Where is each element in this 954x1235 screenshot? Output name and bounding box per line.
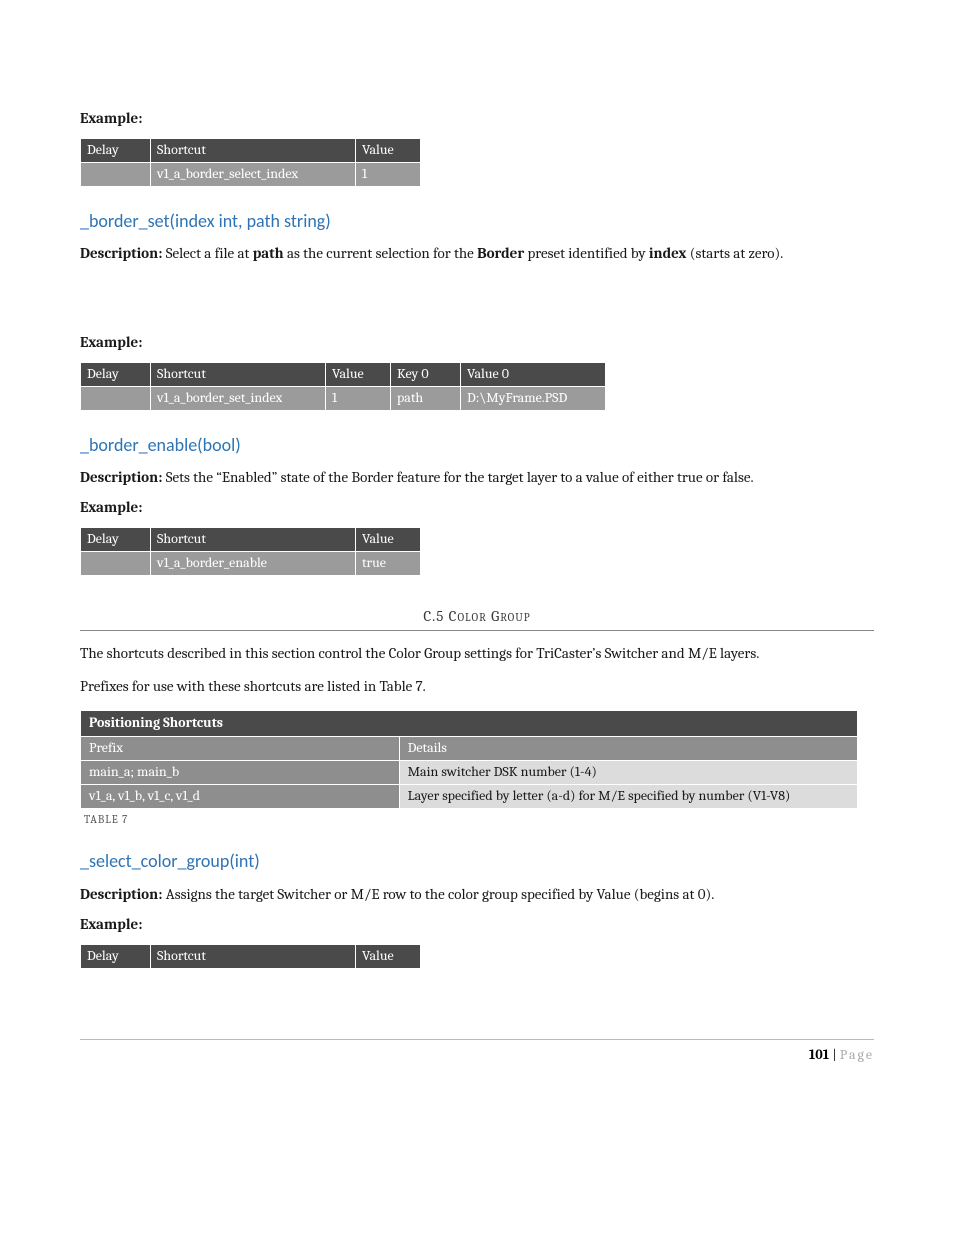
- cell-shortcut: v1_a_border_select_index: [151, 163, 356, 187]
- section-c5-para2: Prefixes for use with these shortcuts ar…: [80, 676, 874, 696]
- positioning-shortcuts-table: Positioning Shortcuts Prefix Details mai…: [80, 710, 858, 809]
- th-shortcut: Shortcut: [151, 362, 326, 386]
- desc-text: Sets the “Enabled” state of the Border f…: [162, 468, 753, 486]
- th-shortcut: Shortcut: [151, 528, 356, 552]
- example-label: Example:: [80, 497, 874, 517]
- table-row: v1_a_border_set_index 1 path D:\MyFrame.…: [81, 386, 606, 410]
- cell-delay: [81, 386, 151, 410]
- cell-details: Layer specified by letter (a-d) for M/E …: [399, 784, 858, 808]
- th-delay: Delay: [81, 528, 151, 552]
- cell-value: 1: [356, 163, 421, 187]
- border-enable-heading: _border_enable(bool): [80, 433, 874, 457]
- table-row: v1_a_border_enable true: [81, 552, 421, 576]
- desc-bold-path: path: [253, 244, 284, 262]
- cell-value0: D:\MyFrame.PSD: [461, 386, 606, 410]
- select-color-group-table: Delay Shortcut Value: [80, 944, 421, 969]
- th-delay: Delay: [81, 362, 151, 386]
- th-shortcut: Shortcut: [151, 945, 356, 969]
- page-number: 101: [809, 1046, 829, 1063]
- th-value: Value: [356, 945, 421, 969]
- table-row: v1_a, v1_b, v1_c, v1_d Layer specified b…: [81, 784, 858, 808]
- border-set-heading: _border_set(index int, path string): [80, 209, 874, 233]
- section-c5-heading: C.5 Color Group: [80, 606, 874, 631]
- table-row: main_a; main_b Main switcher DSK number …: [81, 760, 858, 784]
- cell-delay: [81, 552, 151, 576]
- th-value: Value: [356, 139, 421, 163]
- description-label: Description:: [80, 244, 162, 262]
- cell-details: Main switcher DSK number (1-4): [399, 760, 858, 784]
- desc-text: Select a file at: [162, 244, 252, 262]
- cell-prefix: main_a; main_b: [81, 760, 400, 784]
- example-label: Example:: [80, 914, 874, 934]
- positioning-title: Positioning Shortcuts: [81, 710, 858, 736]
- cell-value: 1: [326, 386, 391, 410]
- desc-text: Assigns the target Switcher or M/E row t…: [162, 885, 714, 903]
- th-shortcut: Shortcut: [151, 139, 356, 163]
- border-enable-table: Delay Shortcut Value v1_a_border_enable …: [80, 527, 421, 576]
- cell-delay: [81, 163, 151, 187]
- select-color-group-heading: _select_color_group(int): [80, 849, 874, 873]
- desc-text: preset identified by: [524, 244, 649, 262]
- cell-shortcut: v1_a_border_set_index: [151, 386, 326, 410]
- cell-shortcut: v1_a_border_enable: [151, 552, 356, 576]
- desc-bold-index: index: [649, 244, 687, 262]
- border-set-table: Delay Shortcut Value Key 0 Value 0 v1_a_…: [80, 362, 606, 411]
- th-prefix: Prefix: [81, 736, 400, 760]
- footer-sep: |: [829, 1046, 840, 1063]
- desc-text: as the current selection for the: [284, 244, 477, 262]
- cell-prefix: v1_a, v1_b, v1_c, v1_d: [81, 784, 400, 808]
- select-color-group-description: Description: Assigns the target Switcher…: [80, 884, 874, 904]
- th-key0: Key 0: [391, 362, 461, 386]
- description-label: Description:: [80, 885, 162, 903]
- cell-value: true: [356, 552, 421, 576]
- example-label: Example:: [80, 332, 874, 352]
- page-word: Page: [840, 1046, 874, 1063]
- th-value: Value: [326, 362, 391, 386]
- cell-key0: path: [391, 386, 461, 410]
- table-7-caption: TABLE 7: [84, 813, 874, 828]
- desc-text: (starts at zero).: [686, 244, 783, 262]
- border-enable-description: Description: Sets the “Enabled” state of…: [80, 467, 874, 487]
- th-delay: Delay: [81, 139, 151, 163]
- table-row: v1_a_border_select_index 1: [81, 163, 421, 187]
- th-delay: Delay: [81, 945, 151, 969]
- example-label: Example:: [80, 108, 874, 128]
- desc-bold-border: Border: [477, 244, 524, 262]
- th-value0: Value 0: [461, 362, 606, 386]
- section-c5-para1: The shortcuts described in this section …: [80, 643, 874, 663]
- th-value: Value: [356, 528, 421, 552]
- description-label: Description:: [80, 468, 162, 486]
- border-select-index-table: Delay Shortcut Value v1_a_border_select_…: [80, 138, 421, 187]
- page-footer: 101 | Page: [80, 1039, 874, 1065]
- th-details: Details: [399, 736, 858, 760]
- border-set-description: Description: Select a file at path as th…: [80, 243, 874, 263]
